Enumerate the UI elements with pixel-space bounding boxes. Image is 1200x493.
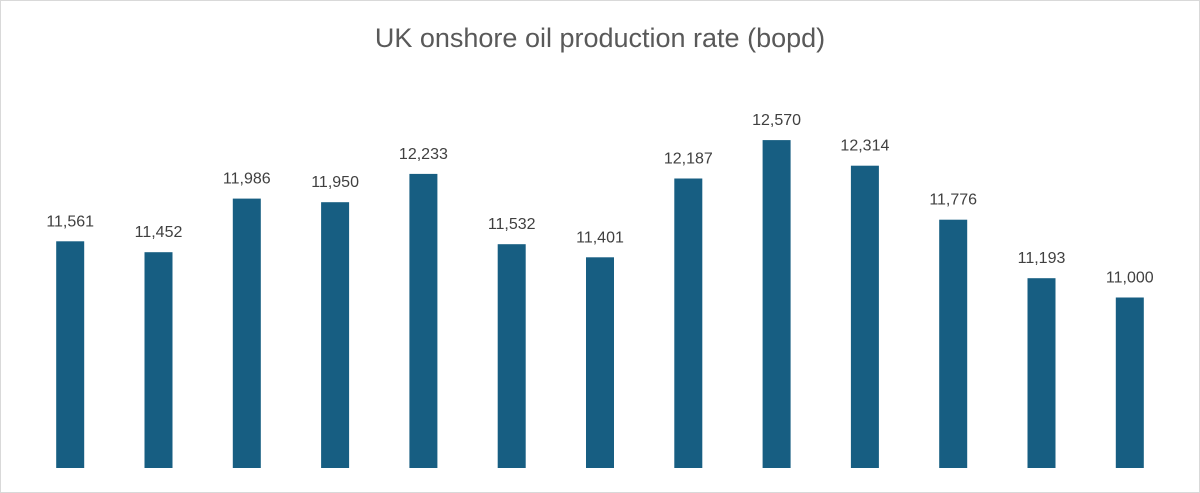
data-label-10: 12,314: [840, 138, 889, 155]
data-label-6: 11,532: [488, 216, 536, 233]
bar-4: [321, 202, 350, 468]
data-label-4: 11,950: [311, 174, 359, 191]
bar-13: [1115, 297, 1144, 468]
bar-3: [232, 198, 261, 468]
bar-10: [850, 165, 879, 468]
bar-8: [674, 178, 703, 468]
data-label-11: 11,776: [929, 192, 977, 209]
bar-2: [144, 252, 173, 468]
bar-12: [1027, 278, 1056, 468]
bar-9: [762, 140, 791, 468]
bar-6: [497, 244, 526, 468]
bar-11: [939, 219, 968, 468]
data-label-2: 11,452: [135, 224, 183, 241]
bar-1: [56, 241, 85, 468]
data-label-5: 12,233: [399, 146, 448, 163]
bar-5: [409, 173, 438, 468]
data-label-8: 12,187: [664, 151, 713, 168]
data-label-3: 11,986: [223, 171, 271, 188]
data-label-9: 12,570: [752, 112, 801, 129]
chart-title: UK onshore oil production rate (bopd): [374, 23, 826, 53]
data-label-12: 11,193: [1018, 250, 1066, 267]
data-label-7: 11,401: [576, 229, 624, 246]
bar-7: [586, 257, 614, 468]
data-label-1: 11,561: [46, 213, 94, 230]
data-label-13: 11,000: [1106, 270, 1154, 287]
